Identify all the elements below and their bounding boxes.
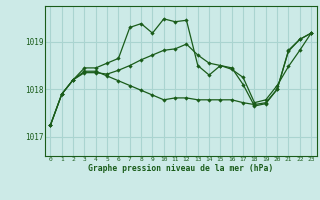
X-axis label: Graphe pression niveau de la mer (hPa): Graphe pression niveau de la mer (hPa) xyxy=(88,164,273,173)
